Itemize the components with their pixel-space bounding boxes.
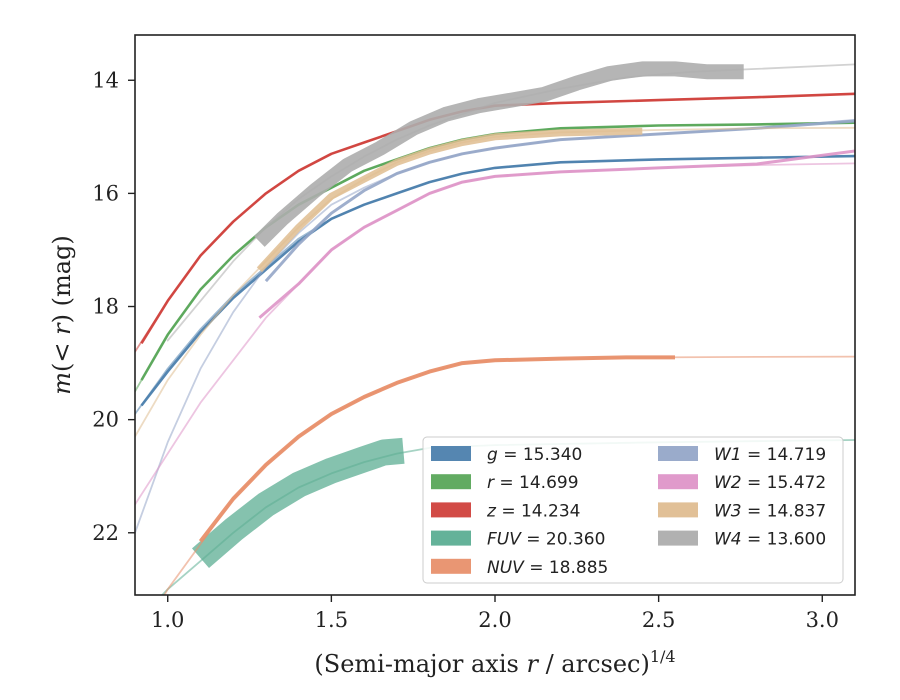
x-tick-label: 1.5 — [315, 608, 348, 632]
legend-box — [422, 436, 844, 584]
legend-label-w4: W4 = 13.600 — [714, 530, 826, 550]
legend-label-fuv: FUV = 20.360 — [487, 530, 605, 550]
legend: g = 15.340 r = 14.699 z = 14.234 FUV = 20.3… — [422, 436, 844, 584]
series-w2 — [135, 149, 855, 506]
legend-label-w2: W2 = 15.472 — [714, 473, 826, 493]
legend-item-w2: W2 = 15.472 — [658, 473, 826, 493]
legend-item-fuv: FUV = 20.360 — [431, 530, 605, 550]
series-layer — [135, 61, 855, 595]
legend-swatch-w4 — [658, 530, 698, 546]
series-w1-profile-band — [264, 119, 855, 283]
legend-label-w1: W1 = 14.719 — [714, 445, 826, 465]
series-w4 — [166, 61, 855, 342]
legend-label-z: z = 14.234 — [486, 501, 580, 521]
legend-item-g: g = 15.340 — [431, 445, 582, 465]
legend-swatch-w1 — [658, 446, 698, 461]
legend-swatch-z — [431, 502, 471, 518]
legend-label-r: r = 14.699 — [487, 473, 579, 493]
series-w3 — [135, 126, 855, 438]
legend-swatch-w3 — [658, 502, 698, 518]
legend-item-r: r = 14.699 — [431, 473, 579, 493]
y-tick-label: 20 — [92, 408, 119, 432]
y-tick-label: 16 — [92, 181, 119, 205]
series-w4-profile-band — [254, 61, 744, 247]
legend-item-z: z = 14.234 — [431, 501, 580, 521]
x-tick-label: 2.5 — [642, 608, 675, 632]
legend-item-nuv: NUV = 18.885 — [431, 558, 608, 578]
ticks-layer: 1.0 1.5 2.0 2.5 3.0 14 16 18 20 22 — [92, 68, 839, 632]
series-w1 — [135, 118, 855, 534]
y-tick-label: 22 — [92, 521, 119, 545]
series-r-profile-band — [140, 121, 855, 381]
x-tick-label: 2.0 — [478, 608, 511, 632]
legend-item-w4: W4 = 13.600 — [658, 530, 826, 550]
legend-label-nuv: NUV = 18.885 — [487, 558, 608, 578]
legend-swatch-r — [431, 474, 471, 490]
series-w2-profile-band — [258, 149, 855, 319]
legend-item-w3: W3 = 14.837 — [658, 501, 826, 521]
legend-label-g: g = 15.340 — [487, 445, 582, 465]
series-z-profile-band — [140, 92, 855, 344]
series-z — [135, 92, 855, 353]
legend-label-w3: W3 = 14.837 — [714, 501, 826, 521]
y-axis-title: m(< r) (mag) — [48, 235, 76, 395]
series-nuv — [163, 355, 855, 595]
legend-swatch-fuv — [431, 530, 471, 546]
series-nuv-profile-band — [198, 355, 675, 543]
legend-item-w1: W1 = 14.719 — [658, 445, 826, 465]
y-tick-label: 14 — [92, 68, 119, 92]
x-tick-label: 3.0 — [806, 608, 839, 632]
series-r — [135, 121, 855, 393]
x-axis-title: (Semi-major axis r / arcsec)1/4 — [314, 647, 675, 678]
legend-swatch-w2 — [658, 474, 698, 490]
series-fuv-profile-band — [191, 437, 405, 569]
y-tick-label: 18 — [92, 295, 119, 319]
legend-swatch-g — [431, 446, 471, 461]
legend-swatch-nuv — [431, 558, 471, 574]
series-w3-profile-band — [256, 127, 643, 273]
x-tick-label: 1.0 — [151, 608, 184, 632]
